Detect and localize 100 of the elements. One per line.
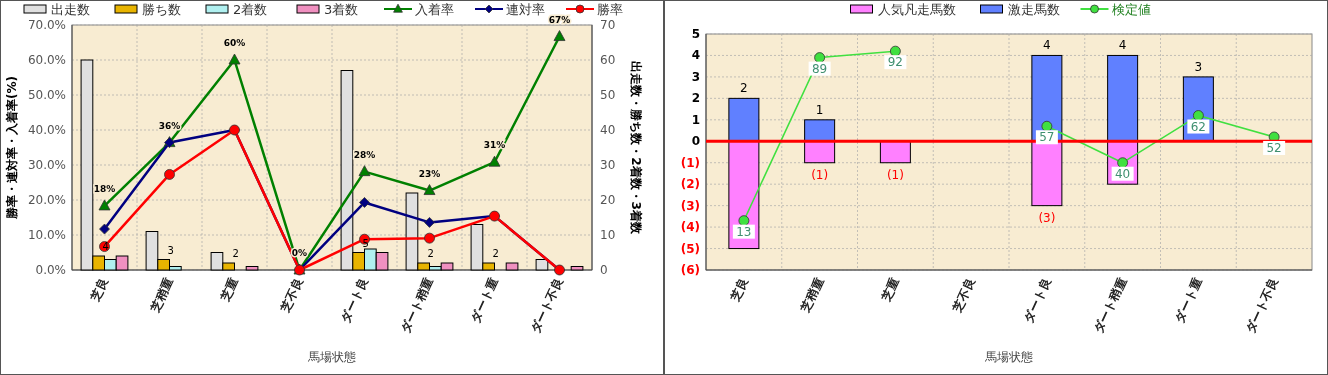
y-tick-label: 70.0% [27,18,66,32]
bar [728,97,760,142]
y2-tick-label: 60 [600,53,616,67]
legend-label: 勝ち数 [142,2,181,17]
point [358,165,371,177]
bar [505,262,519,271]
legend-label: 人気凡走馬数 [877,2,956,17]
y2-tick-label: 70 [600,18,616,32]
y-tick-label: 60.0% [27,53,66,67]
point [488,155,501,167]
point [228,53,241,65]
point [424,232,435,244]
data-label: 89 [811,61,828,76]
data-label: 36% [158,120,181,131]
data-label: 3 [1194,59,1203,74]
y-tick-label: (3) [680,198,700,213]
y-tick-label: 2 [691,91,700,106]
point [553,30,566,41]
point [359,197,370,208]
legend-label: 出走数 [51,2,90,17]
point [423,184,436,195]
data-label: 52 [1266,140,1282,155]
data-label: 60% [223,38,246,48]
data-label: 57 [1039,130,1055,145]
y-tick-label: (5) [680,241,700,256]
data-label: 40 [1114,166,1131,181]
y-tick-label: 30.0% [27,158,66,172]
x-tick-label: 芝重 [217,275,242,304]
y-tick-label: 0.0% [35,263,66,277]
bar [535,259,549,271]
y-tick-label: (4) [680,220,700,235]
y2-tick-label: 50 [600,88,616,102]
y-tick-label: 50.0% [27,88,66,102]
point [99,223,110,235]
y-tick-label: 5 [691,27,700,41]
data-label: 28% [353,149,376,160]
y2-tick-label: 10 [600,228,616,242]
x-tick-label: 芝稍重 [798,275,827,315]
x-tick-label: 芝不良 [277,275,307,315]
data-label: 2 [427,248,434,259]
data-label: 4 [102,241,109,252]
y-tick-label: 0 [691,134,700,149]
legend-label: 入着率 [415,2,454,17]
legend-label: 2着数 [233,2,268,17]
legend-label: 連対率 [506,2,545,17]
x-tick-label: 芝良 [87,275,112,304]
data-label: (1) [811,167,829,182]
data-label: 4 [1118,38,1127,53]
point [424,217,435,228]
y-tick-label: 20.0% [27,193,66,207]
y-tick-label: (1) [680,155,700,170]
data-label: 13 [736,224,752,239]
point [164,169,175,180]
x-axis-title: 馬場状態 [307,350,356,364]
data-label: 23% [418,168,441,179]
data-label: 62 [1190,119,1207,134]
data-label: (1) [886,167,904,182]
legend-label: 勝率 [597,2,623,17]
data-label: 2 [492,248,499,259]
x-tick-label: ダート良 [1020,275,1054,325]
point [1192,110,1204,121]
x-tick-label: ダート重 [1172,275,1206,325]
x-tick-label: ダート稍重 [398,275,437,336]
x-tick-label: 芝不良 [949,275,978,315]
y-tick-label: 10.0% [27,228,66,242]
data-label: 67% [548,14,571,25]
data-label: 4 [1043,38,1051,53]
data-label: 18% [93,183,116,194]
x-tick-label: ダート良 [338,275,372,325]
bar [804,119,836,142]
x-tick-label: ダート不良 [528,275,567,336]
data-label: (3) [1038,210,1056,225]
y2-axis-title: 出走数・勝ち数・2着数・3着数 [629,61,643,235]
y-tick-label: 3 [691,69,700,84]
x-tick-label: ダート重 [468,275,502,325]
point [889,45,901,57]
y2-tick-label: 40 [600,123,616,137]
x-tick-label: 芝良 [727,275,751,304]
y-tick-label: 4 [691,48,700,63]
data-label: 92 [887,55,904,70]
y2-tick-label: 30 [600,158,616,172]
y-tick-label: (6) [680,263,700,277]
y-tick-label: (2) [680,177,700,192]
x-tick-label: 芝稍重 [147,275,177,315]
bar [1107,54,1139,142]
y-axis-title: 勝率・連対率・入着率(%) [5,76,19,220]
x-axis-title: 馬場状態 [984,350,1033,364]
y2-tick-label: 20 [600,193,616,207]
data-label: 5 [362,237,369,249]
legend-label: 検定値 [1111,2,1151,17]
y-tick-label: 1 [691,112,700,127]
legend-label: 3着数 [324,2,359,17]
data-label: 3 [167,244,174,256]
legend-label: 激走馬数 [1007,2,1060,17]
data-label: 1 [815,102,824,117]
data-label: 2 [740,81,748,96]
x-tick-label: ダート稍重 [1091,275,1130,336]
bar [570,266,584,271]
bar [245,266,259,271]
point [1041,120,1053,132]
